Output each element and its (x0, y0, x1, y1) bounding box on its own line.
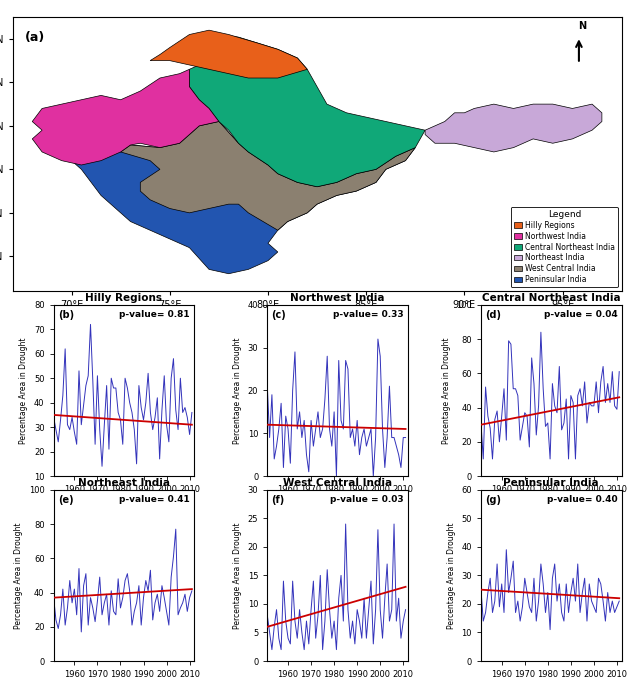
Title: Central Northeast India: Central Northeast India (482, 292, 620, 303)
Title: West Central India: West Central India (283, 477, 392, 488)
Text: p-value= 0.33: p-value= 0.33 (333, 310, 404, 319)
Text: (g): (g) (485, 495, 501, 505)
Polygon shape (71, 121, 415, 274)
Text: p-value = 0.03: p-value = 0.03 (330, 495, 404, 504)
Y-axis label: Percentage Area in Drought: Percentage Area in Drought (233, 522, 242, 629)
Text: p-value= 0.81: p-value= 0.81 (119, 310, 190, 319)
Polygon shape (32, 69, 219, 165)
Title: Northeast India: Northeast India (78, 477, 170, 488)
Y-axis label: Percentage Area in Drought: Percentage Area in Drought (233, 337, 242, 444)
Text: (e): (e) (58, 495, 73, 505)
Text: (c): (c) (271, 310, 286, 320)
Polygon shape (189, 34, 425, 187)
Legend: Hilly Regions, Northwest India, Central Northeast India, Northeast India, West C: Hilly Regions, Northwest India, Central … (511, 207, 618, 287)
Text: p-value = 0.04: p-value = 0.04 (543, 310, 617, 319)
Text: (a): (a) (25, 31, 45, 44)
Text: (f): (f) (271, 495, 285, 505)
X-axis label: Year: Year (114, 499, 133, 509)
Polygon shape (121, 121, 415, 230)
X-axis label: Year: Year (328, 499, 347, 509)
Text: p-value= 0.41: p-value= 0.41 (119, 495, 190, 504)
Title: Hilly Regions: Hilly Regions (85, 292, 162, 303)
Y-axis label: Percentage Area in Drought: Percentage Area in Drought (15, 522, 23, 629)
Polygon shape (425, 104, 602, 152)
Text: p-value= 0.40: p-value= 0.40 (546, 495, 617, 504)
Title: Peninsular India: Peninsular India (504, 477, 599, 488)
X-axis label: Year: Year (542, 499, 561, 509)
Y-axis label: Percentage Area in Drought: Percentage Area in Drought (20, 337, 28, 444)
Title: Northwest India: Northwest India (290, 292, 385, 303)
Y-axis label: Percentage Area in Drought: Percentage Area in Drought (447, 522, 456, 629)
Text: (b): (b) (58, 310, 74, 320)
Text: N: N (578, 21, 586, 31)
Polygon shape (150, 30, 307, 78)
Text: (d): (d) (485, 310, 501, 320)
Y-axis label: Percentage Area in Drought: Percentage Area in Drought (442, 337, 451, 444)
